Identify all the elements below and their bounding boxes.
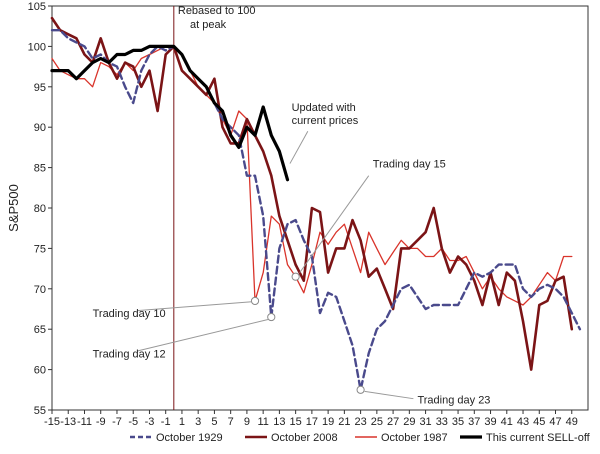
x-tick-label: 37 — [468, 416, 480, 428]
x-tick-label: 21 — [338, 416, 350, 428]
x-tick-label: 13 — [273, 416, 285, 428]
y-tick-label: 105 — [28, 1, 46, 13]
x-tick-label: 49 — [566, 416, 578, 428]
x-tick-label: 41 — [501, 416, 513, 428]
y-tick-label: 70 — [34, 284, 46, 296]
annotation-leader-line — [364, 390, 414, 400]
x-tick-label: 35 — [452, 416, 464, 428]
x-tick-label: 29 — [403, 416, 415, 428]
x-tick-label: 9 — [244, 416, 250, 428]
y-tick-label: 80 — [34, 203, 46, 215]
x-tick-label: 47 — [549, 416, 561, 428]
x-tick-label: 5 — [211, 416, 217, 428]
x-tick-label: -5 — [128, 416, 138, 428]
marker-circle — [267, 312, 276, 322]
marker-circle — [250, 296, 260, 306]
x-tick-label: 19 — [322, 416, 334, 428]
annotation-leader-line — [299, 175, 370, 273]
marker-circle — [356, 385, 365, 394]
annotation-arrow-line — [289, 130, 309, 164]
x-tick-label: -11 — [77, 416, 92, 428]
annotation-text: Rebased to 100 — [178, 5, 256, 17]
x-tick-label: 33 — [436, 416, 448, 428]
x-tick-label: 7 — [228, 416, 234, 428]
series-line-october-1987 — [51, 45, 573, 306]
x-tick-label: 43 — [517, 416, 529, 428]
annotation-text: at peak — [190, 19, 227, 31]
y-axis-label: S&P500 — [6, 184, 21, 232]
y-tick-label: 55 — [34, 405, 46, 417]
x-tick-label: 45 — [533, 416, 545, 428]
x-tick-label: 25 — [371, 416, 383, 428]
legend-label: October 1929 — [156, 432, 223, 444]
annotation-text: Trading day 15 — [373, 159, 446, 171]
annotation-text: Trading day 10 — [93, 308, 166, 320]
x-tick-label: 39 — [484, 416, 496, 428]
y-tick-label: 60 — [34, 365, 46, 377]
annotation-text: Trading day 12 — [93, 348, 166, 360]
series-layer — [50, 16, 582, 391]
y-tick-label: 90 — [34, 122, 46, 134]
x-tick-label: 23 — [354, 416, 366, 428]
annotation-leader-line — [137, 301, 252, 312]
annotation-text: Updated with — [292, 102, 356, 114]
x-tick-label: 31 — [419, 416, 431, 428]
annotation-leader-line — [137, 319, 269, 352]
y-tick-label: 75 — [34, 243, 46, 255]
y-tick-label: 85 — [34, 163, 46, 175]
x-tick-label: 15 — [290, 416, 302, 428]
legend-label: October 2008 — [271, 432, 338, 444]
x-tick-label: -15 — [44, 416, 60, 428]
x-tick-label: -1 — [161, 416, 171, 428]
legend-label: October 1987 — [381, 432, 448, 444]
x-tick-label: 1 — [179, 416, 185, 428]
y-tick-label: 100 — [28, 41, 46, 53]
annotation-layer: Rebased to 100 at peak Updated withcurrent… — [93, 5, 491, 406]
x-tick-label: 3 — [195, 416, 201, 428]
x-tick-label: -9 — [96, 416, 106, 428]
marker-circle — [291, 272, 300, 281]
x-tick-label: 27 — [387, 416, 399, 428]
series-line-this-current-sell-off — [50, 44, 290, 182]
series-line-october-1929 — [50, 29, 582, 391]
annotation-text: current prices — [292, 115, 359, 127]
y-tick-label: 95 — [34, 82, 46, 94]
legend: October 1929 October 2008 October 1987 This… — [130, 432, 591, 444]
legend-label: This current SELL-off — [486, 432, 591, 444]
x-tick-label: -7 — [112, 416, 122, 428]
y-tick-label: 65 — [34, 324, 46, 336]
x-tick-label: 11 — [257, 416, 268, 428]
x-tick-label: -13 — [60, 416, 76, 428]
x-tick-label: 17 — [306, 416, 318, 428]
x-tick-label: -3 — [145, 416, 155, 428]
annotation-text: Trading day 23 — [417, 395, 490, 407]
